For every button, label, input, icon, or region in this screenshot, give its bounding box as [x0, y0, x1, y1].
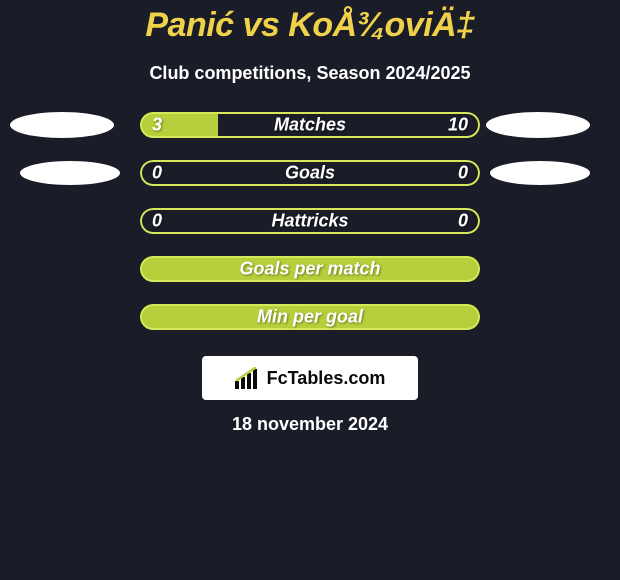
footer-date: 18 november 2024: [232, 414, 388, 435]
player-right-ellipse: [486, 112, 590, 138]
stat-bar: Goals per match: [140, 256, 480, 282]
stat-label: Min per goal: [257, 307, 363, 328]
logo-text: FcTables.com: [267, 368, 386, 389]
bars-chart-icon: [235, 367, 261, 389]
stat-bar: Matches 3 10: [140, 112, 480, 138]
stat-label: Goals per match: [239, 259, 380, 280]
stat-value-left: 0: [152, 163, 162, 184]
stat-value-left: 0: [152, 211, 162, 232]
site-logo: FcTables.com: [202, 356, 418, 400]
player-left-ellipse: [20, 161, 120, 185]
stat-value-left: 3: [152, 115, 162, 136]
stat-label: Hattricks: [271, 211, 348, 232]
stat-bar: Goals 0 0: [140, 160, 480, 186]
stat-bar: Hattricks 0 0: [140, 208, 480, 234]
player-right-ellipse: [490, 161, 590, 185]
stat-row: Matches 3 10: [0, 112, 620, 138]
stat-value-right: 10: [448, 115, 468, 136]
stat-row: Goals 0 0: [0, 160, 620, 186]
player-left-ellipse: [10, 112, 114, 138]
stat-row: Goals per match: [0, 256, 620, 282]
page-subtitle: Club competitions, Season 2024/2025: [149, 63, 470, 84]
stat-value-right: 0: [458, 211, 468, 232]
stat-label: Goals: [285, 163, 335, 184]
stat-row: Min per goal: [0, 304, 620, 330]
page-title: Panić vs KoÅ¾oviÄ‡: [145, 6, 474, 45]
stat-row: Hattricks 0 0: [0, 208, 620, 234]
stat-bar: Min per goal: [140, 304, 480, 330]
stat-value-right: 0: [458, 163, 468, 184]
stat-label: Matches: [274, 115, 346, 136]
